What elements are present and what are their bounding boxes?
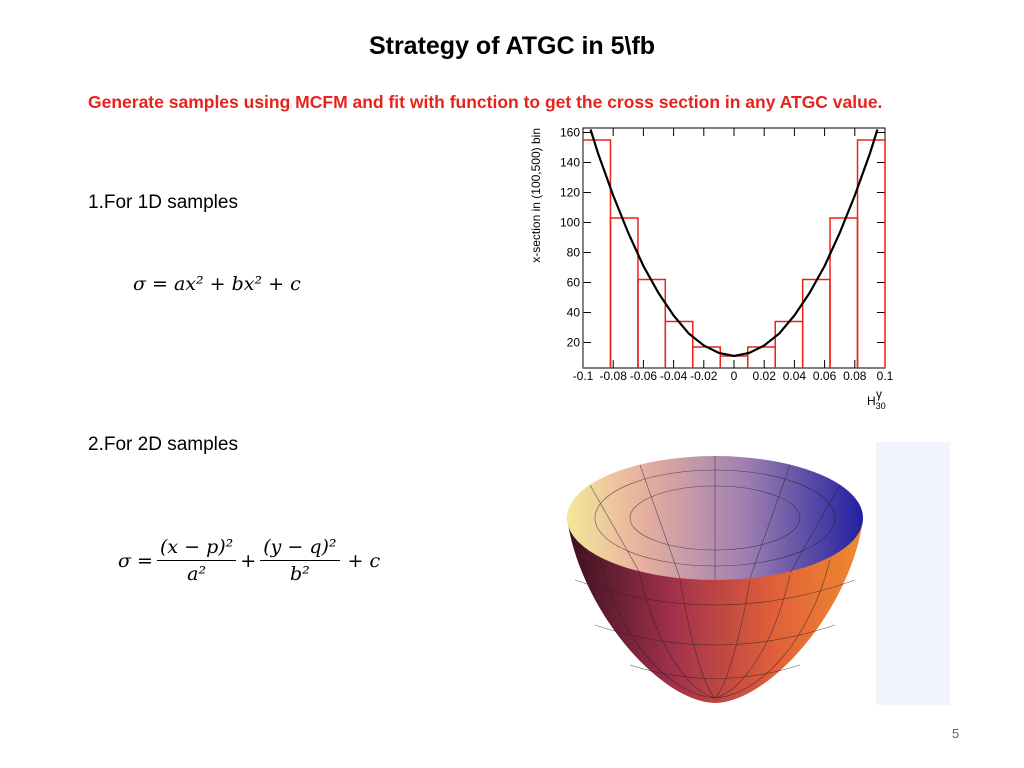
numerator: (x − p)²: [156, 536, 237, 561]
denominator: b²: [289, 563, 310, 585]
x-axis-label-sup: γ: [876, 387, 882, 401]
y-tick-label: 120: [560, 186, 580, 200]
formula-tail: + c: [347, 549, 381, 572]
x-tick-label: 0.02: [753, 369, 777, 383]
histogram-bin: [829, 217, 859, 368]
plot-area: [583, 129, 885, 368]
histogram-bin: [774, 320, 804, 368]
intro-text: Generate samples using MCFM and fit with…: [88, 92, 883, 112]
x-tick-label: -0.04: [660, 369, 688, 383]
plot-frame: [582, 127, 886, 369]
fraction: (x − p)² a²: [156, 536, 237, 585]
y-tick-label: 40: [567, 306, 581, 320]
y-tick-label: 60: [567, 276, 581, 290]
panel: [876, 442, 950, 705]
x-tick-label: 0.06: [813, 369, 837, 383]
formula-1: σ = ax² + bx² + c: [133, 273, 301, 295]
y-tick-label: 100: [560, 216, 580, 230]
x-tick-label: -0.1: [573, 369, 594, 383]
item-2: 2.For 2D samples: [88, 434, 238, 455]
slide-title: Strategy of ATGC in 5\fb: [368, 32, 656, 60]
formula-2: σ = (x − p)² a² + (y − q)² b² + c: [118, 536, 380, 585]
plus: +: [240, 549, 257, 572]
item-1: 1.For 1D samples: [88, 192, 238, 213]
histogram-bin: [801, 278, 831, 368]
mesh: [574, 456, 856, 699]
denominator: a²: [187, 563, 207, 585]
histogram-bin: [692, 346, 722, 368]
x-tick-label: 0.1: [877, 369, 894, 383]
y-tick-label: 20: [567, 336, 581, 350]
y-tick-label: 160: [560, 126, 580, 140]
y-axis-label: x-section in (100,500) bin: [529, 128, 543, 263]
x-axis-label-sub: 30: [876, 401, 886, 411]
x-axis-label-base: H: [867, 394, 876, 408]
numerator: (y − q)²: [260, 536, 340, 561]
page-number: 5: [952, 726, 960, 741]
formula-lhs: σ =: [118, 549, 153, 572]
histogram-bin: [746, 346, 776, 368]
surface-plot: [567, 442, 950, 705]
histogram-bin: [664, 320, 694, 368]
fit-curve: [589, 129, 879, 358]
y-tick-label: 80: [567, 246, 581, 260]
x-tick-label: 0: [731, 369, 738, 383]
x-tick-label: -0.06: [630, 369, 658, 383]
x-tick-label: 0.08: [843, 369, 867, 383]
y-tick-label: 140: [560, 156, 580, 170]
histogram-bin: [637, 278, 667, 368]
fraction: (y − q)² b²: [260, 536, 340, 585]
x-tick-label: -0.02: [690, 369, 718, 383]
x-tick-label: -0.08: [600, 369, 628, 383]
histogram-bin: [609, 217, 639, 368]
x-axis-label: H30: [867, 394, 886, 411]
histogram-bin: [856, 139, 885, 368]
x-tick-label: 0.04: [783, 369, 807, 383]
